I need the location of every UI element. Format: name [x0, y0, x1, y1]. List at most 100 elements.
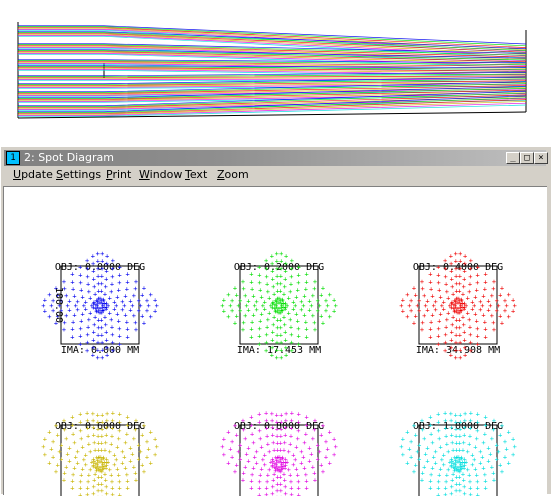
spot-point: +: [429, 286, 433, 294]
spot-point: +: [500, 468, 504, 476]
spot-point: +: [511, 451, 515, 459]
spot-point: +: [283, 432, 287, 440]
spot-point: +: [475, 279, 479, 287]
spot-point: +: [220, 443, 224, 451]
spot-point: +: [449, 410, 453, 418]
spot-point: +: [443, 410, 447, 418]
spot-point: +: [88, 448, 92, 456]
spot-point: +: [491, 285, 495, 293]
spot-point: +: [332, 451, 336, 459]
spot-point: +: [289, 273, 293, 281]
spot-point: +: [321, 422, 325, 430]
spot-point: +: [105, 424, 109, 432]
spot-point: +: [249, 413, 253, 421]
spot-point: +: [226, 291, 230, 299]
spot-point: +: [230, 297, 234, 305]
spot-point: +: [414, 432, 418, 440]
spot-point: +: [109, 288, 113, 296]
spot-point: +: [428, 422, 432, 430]
spot-point: +: [463, 300, 467, 308]
spot-point: +: [436, 411, 440, 419]
spot-point: +: [125, 326, 129, 334]
spot-point: +: [67, 444, 71, 452]
spot-point: +: [100, 257, 104, 265]
spot-point: +: [117, 325, 121, 333]
spot-point: +: [458, 411, 462, 419]
app-icon[interactable]: 1: [6, 151, 20, 165]
spot-point: +: [257, 333, 261, 341]
spot-point: +: [133, 285, 137, 293]
spot-point: +: [105, 268, 109, 276]
spot-point: +: [257, 411, 261, 419]
spot-point: +: [241, 417, 245, 425]
menu-print[interactable]: Print: [106, 168, 131, 182]
spot-point: +: [498, 432, 502, 440]
spot-point: +: [462, 275, 466, 283]
spot-point: +: [484, 484, 488, 492]
menu-settings[interactable]: Settings: [56, 168, 101, 182]
spot-point: +: [126, 270, 130, 278]
spot-point: +: [126, 484, 130, 492]
spot-point: +: [313, 476, 317, 484]
spot-point: +: [118, 419, 122, 427]
menu-window[interactable]: Window: [139, 168, 182, 182]
spot-point: +: [222, 451, 226, 459]
spot-point: +: [507, 460, 511, 468]
spot-point: +: [468, 331, 472, 339]
spot-point: +: [304, 430, 308, 438]
spot-point: +: [100, 265, 104, 273]
ray-trace-plot: [0, 0, 551, 140]
spot-point: +: [258, 435, 262, 443]
spot-point: +: [279, 354, 283, 362]
spot-point: +: [328, 460, 332, 468]
spot-point: +: [467, 440, 471, 448]
spot-point: +: [70, 413, 74, 421]
spot-point: +: [134, 417, 138, 425]
spot-point: +: [458, 425, 462, 433]
spot-point: +: [284, 410, 288, 418]
spot-point: +: [91, 252, 95, 260]
maximize-button[interactable]: □: [520, 152, 534, 164]
spot-point: +: [279, 411, 283, 419]
spot-point: +: [233, 468, 237, 476]
spot-point: +: [85, 265, 89, 273]
spot-point: +: [284, 459, 288, 467]
close-button[interactable]: ×: [534, 152, 548, 164]
menu-update[interactable]: Update: [13, 168, 53, 182]
spot-point: +: [296, 427, 300, 435]
menu-zoom[interactable]: Zoom: [217, 168, 249, 182]
spot-point: +: [284, 268, 288, 276]
spot-point: +: [111, 339, 115, 347]
spot-point: +: [51, 438, 55, 446]
menu-text[interactable]: Text: [185, 168, 207, 182]
spot-point: +: [401, 435, 405, 443]
spot-point: +: [241, 326, 245, 334]
spot-point: +: [483, 422, 487, 430]
spot-point: +: [142, 319, 146, 327]
layout-plot: [0, 0, 551, 140]
spot-point: +: [265, 273, 269, 281]
title-bar[interactable]: 1 2: Spot Diagram _ □ ×: [4, 150, 546, 166]
spot-point: +: [412, 468, 416, 476]
spot-point: +: [270, 417, 274, 425]
spot-point: +: [86, 273, 90, 281]
spot-point: +: [96, 354, 100, 362]
spot-point: +: [503, 438, 507, 446]
spot-point: +: [267, 448, 271, 456]
spot-point: +: [458, 250, 462, 258]
minimize-button[interactable]: _: [506, 152, 520, 164]
spot-point: +: [328, 313, 332, 321]
spot-point: +: [105, 490, 109, 496]
spot-point: +: [279, 418, 283, 426]
spot-point: +: [266, 288, 270, 296]
spot-point: +: [242, 285, 246, 293]
spot-point: +: [249, 270, 253, 278]
spot-point: +: [56, 432, 60, 440]
spot-point: +: [483, 430, 487, 438]
spot-point: +: [222, 435, 226, 443]
spot-point: +: [305, 270, 309, 278]
spot-point: +: [312, 426, 316, 434]
